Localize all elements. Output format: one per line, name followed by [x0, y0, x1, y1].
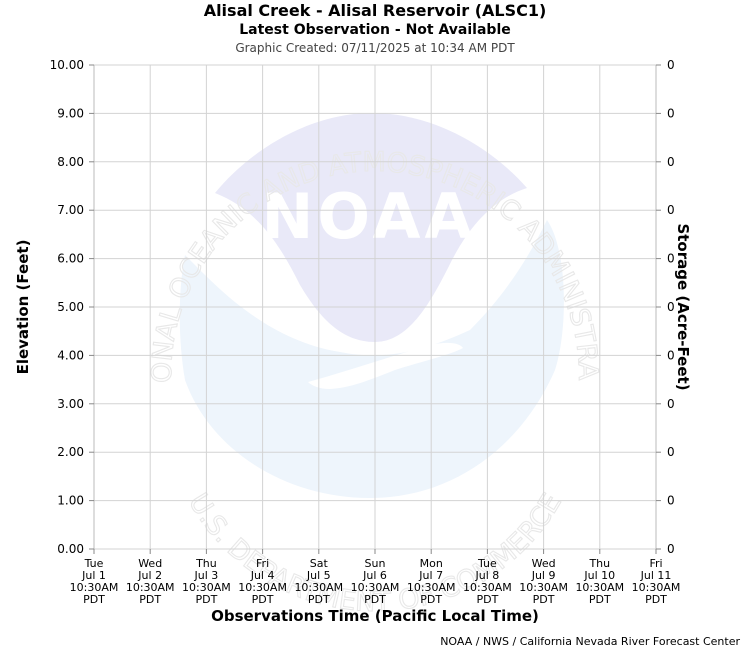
x-tick-label-line: Wed — [138, 557, 162, 570]
x-tick-label-line: Jul 5 — [306, 569, 331, 582]
x-tick-label-line: Mon — [420, 557, 443, 570]
x-tick-label-line: PDT — [589, 593, 611, 606]
x-tick-label-line: 10:30AM — [182, 581, 231, 594]
x-tick-label-line: PDT — [645, 593, 667, 606]
y2-tick-label: 0 — [667, 58, 675, 72]
x-tick-label-line: PDT — [533, 593, 555, 606]
x-tick-label: Thu Jul 10 10:30AM PDT — [575, 557, 624, 606]
x-tick-label-line: Fri — [256, 557, 269, 570]
x-tick-label-line: Jul 11 — [640, 569, 672, 582]
y-tick-label: 6.00 — [57, 252, 84, 266]
watermark-lower-shape — [179, 220, 564, 498]
x-tick-label-line: Thu — [195, 557, 217, 570]
noaa-watermark: NOAA NATIONAL OCEANIC AND ATMOSPHERIC AD… — [0, 0, 604, 619]
x-tick-label-line: 10:30AM — [575, 581, 624, 594]
watermark-upper-shape — [215, 113, 527, 342]
x-tick-label-line: Jul 4 — [250, 569, 275, 582]
x-tick-label: Tue Jul 1 10:30AM PDT — [70, 557, 119, 606]
x-tick-label: Wed Jul 9 10:30AM PDT — [519, 557, 568, 606]
y2-tick-label: 0 — [667, 494, 675, 508]
x-tick-label-line: PDT — [139, 593, 161, 606]
y-tick-label: 4.00 — [57, 348, 84, 362]
watermark-gull — [308, 342, 463, 389]
x-tick-label-line: Fri — [649, 557, 662, 570]
x-tick-label-line: Jul 6 — [362, 569, 387, 582]
x-tick-label-line: Jul 10 — [583, 569, 615, 582]
y-tick-label: 2.00 — [57, 445, 84, 459]
x-tick-label: Sun Jul 6 10:30AM PDT — [351, 557, 400, 606]
x-tick-label-line: 10:30AM — [126, 581, 175, 594]
x-tick-label-line: Jul 7 — [418, 569, 443, 582]
y2-tick-label: 0 — [667, 106, 675, 120]
x-tick-label: Fri Jul 11 10:30AM PDT — [632, 557, 681, 606]
x-tick-label-line: Sat — [310, 557, 329, 570]
y-tick-label: 5.00 — [57, 300, 84, 314]
y2-tick-label: 0 — [667, 397, 675, 411]
y-axis-ticks: 0.00 1.00 2.00 3.00 4.00 5.00 6.00 7.00 8.00 9.00… — [50, 58, 94, 556]
x-tick-label-line: Jul 9 — [531, 569, 556, 582]
x-tick-label-line: Wed — [532, 557, 556, 570]
y-tick-label: 3.00 — [57, 397, 84, 411]
x-tick-label-line: PDT — [308, 593, 330, 606]
x-tick-label-line: 10:30AM — [351, 581, 400, 594]
y-tick-label: 8.00 — [57, 155, 84, 169]
chart-title: Alisal Creek - Alisal Reservoir (ALSC1) — [204, 1, 547, 20]
y2-tick-label: 0 — [667, 300, 675, 314]
x-tick-label: Wed Jul 2 10:30AM PDT — [126, 557, 175, 606]
y2-tick-label: 0 — [667, 155, 675, 169]
x-axis-title: Observations Time (Pacific Local Time) — [211, 607, 539, 625]
x-tick-label: Thu Jul 3 10:30AM PDT — [182, 557, 231, 606]
x-tick-label-line: Thu — [588, 557, 610, 570]
x-tick-label-line: Sun — [365, 557, 386, 570]
x-tick-label-line: 10:30AM — [632, 581, 681, 594]
y-tick-label: 0.00 — [57, 542, 84, 556]
x-tick-label-line: 10:30AM — [407, 581, 456, 594]
y-tick-label: 1.00 — [57, 494, 84, 508]
y2-axis-ticks: 0 0 0 0 0 0 0 0 0 0 0 — [656, 58, 675, 556]
x-tick-label-line: PDT — [476, 593, 498, 606]
x-tick-label: Fri Jul 4 10:30AM PDT — [238, 557, 287, 606]
x-tick-label-line: Tue — [84, 557, 104, 570]
x-tick-label-line: 10:30AM — [463, 581, 512, 594]
x-tick-label-line: PDT — [364, 593, 386, 606]
y-axis-title: Elevation (Feet) — [14, 240, 32, 375]
credit-label: NOAA / NWS / California Nevada River For… — [440, 635, 740, 648]
x-tick-label-line: PDT — [252, 593, 274, 606]
y2-tick-label: 0 — [667, 445, 675, 459]
y-tick-label: 7.00 — [57, 203, 84, 217]
graphic-created-label: Graphic Created: 07/11/2025 at 10:34 AM … — [235, 41, 515, 55]
watermark-logo-text: NOAA — [262, 180, 477, 253]
x-tick-label-line: PDT — [420, 593, 442, 606]
x-tick-label-line: Jul 2 — [137, 569, 162, 582]
y-tick-label: 10.00 — [50, 58, 84, 72]
chart-subtitle: Latest Observation - Not Available — [239, 22, 511, 38]
x-tick-label: Tue Jul 8 10:30AM PDT — [463, 557, 512, 606]
x-tick-label-line: Jul 1 — [81, 569, 106, 582]
x-tick-label-line: 10:30AM — [238, 581, 287, 594]
y2-axis-title: Storage (Acre-Feet) — [674, 223, 692, 390]
x-tick-label: Sat Jul 5 10:30AM PDT — [294, 557, 343, 606]
y2-tick-label: 0 — [667, 542, 675, 556]
y2-tick-label: 0 — [667, 252, 675, 266]
x-tick-label-line: Jul 3 — [194, 569, 219, 582]
x-tick-label-line: Tue — [477, 557, 497, 570]
x-tick-label-line: PDT — [195, 593, 217, 606]
grid — [93, 64, 657, 550]
y-tick-label: 9.00 — [57, 106, 84, 120]
x-tick-label-line: 10:30AM — [294, 581, 343, 594]
x-tick-label-line: 10:30AM — [519, 581, 568, 594]
y2-tick-label: 0 — [667, 348, 675, 362]
x-tick-label-line: Jul 8 — [475, 569, 500, 582]
x-tick-label-line: 10:30AM — [70, 581, 119, 594]
y2-tick-label: 0 — [667, 203, 675, 217]
x-tick-label: Mon Jul 7 10:30AM PDT — [407, 557, 456, 606]
x-tick-label-line: PDT — [83, 593, 105, 606]
